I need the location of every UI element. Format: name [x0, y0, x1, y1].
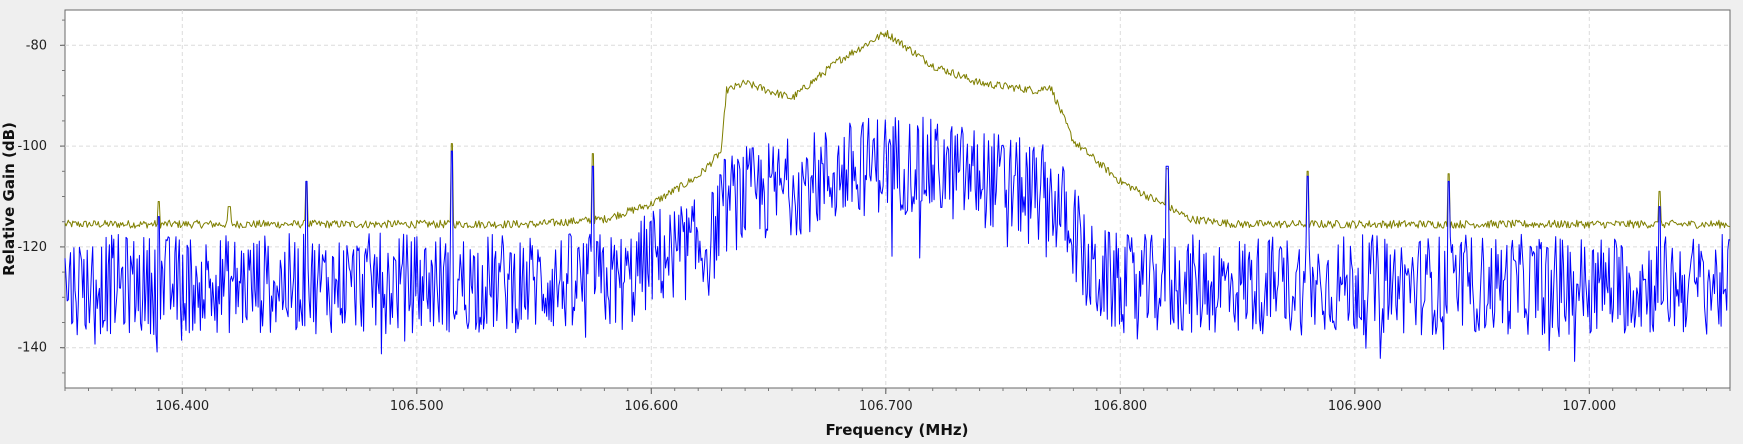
x-tick-label: 106.800: [1093, 399, 1147, 414]
x-tick-label: 106.900: [1328, 399, 1382, 414]
x-tick-label: 106.400: [155, 399, 209, 414]
series-layer: [64, 30, 1731, 362]
y-tick-label: -140: [17, 341, 47, 356]
y-tick-label: -120: [17, 240, 47, 255]
y-tick-label: -100: [17, 139, 47, 154]
x-tick-label: 107.000: [1562, 399, 1616, 414]
plot-area: [64, 9, 1731, 389]
y-axis-title: Relative Gain (dB): [0, 122, 18, 276]
x-tick-label: 106.700: [859, 399, 913, 414]
axes: 106.400 106.500 106.600 106.700 106.800 106.9…: [17, 19, 1731, 414]
live-fft-trace: [64, 116, 1731, 362]
x-tick-label: 106.500: [390, 399, 444, 414]
max-hold-trace: [64, 30, 1731, 229]
x-tick-label: 106.600: [624, 399, 678, 414]
y-tick-label: -80: [26, 38, 47, 53]
x-axis-title: Frequency (MHz): [826, 421, 969, 439]
